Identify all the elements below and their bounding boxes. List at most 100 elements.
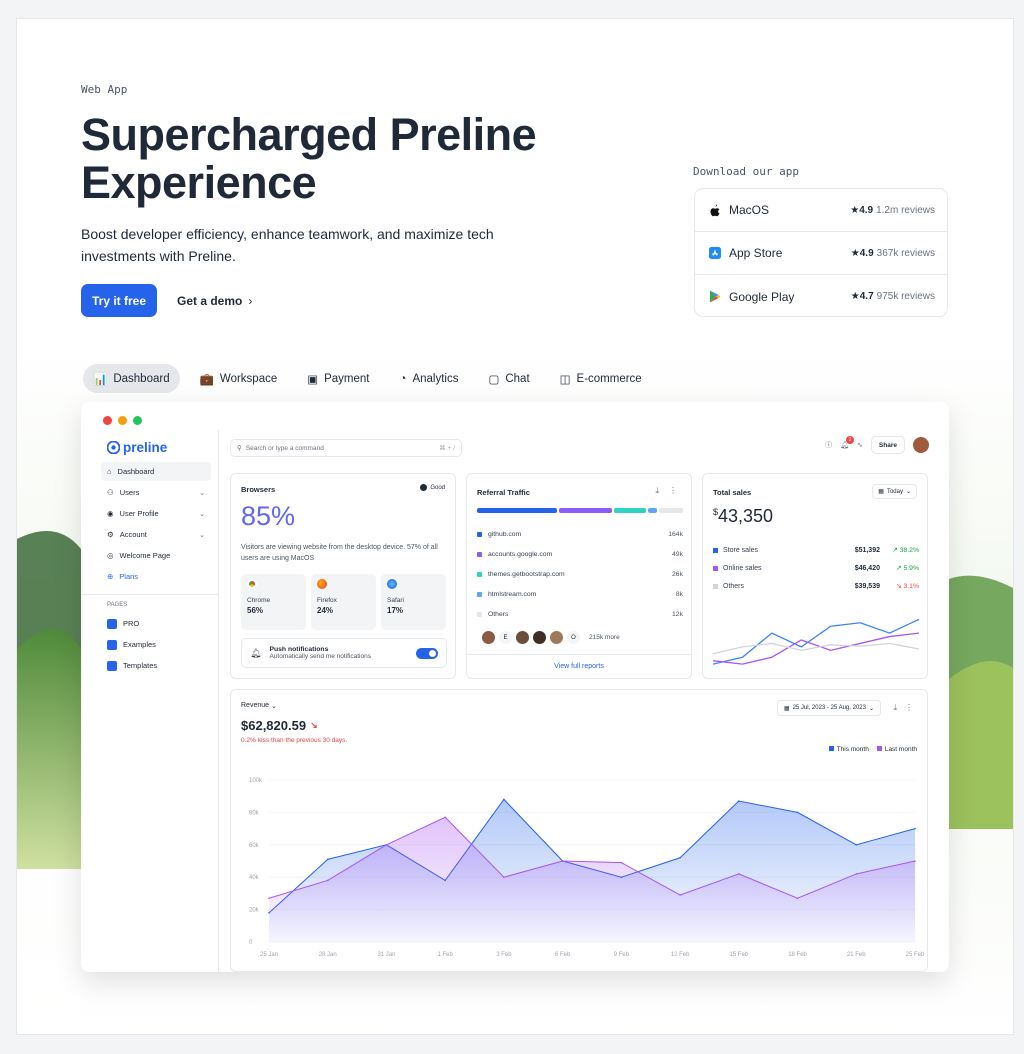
total-sales-card: Total sales ▦ Today ⌄ $43,350 Store sales $… <box>702 473 928 679</box>
x-tick-label: 25 Feb <box>906 952 925 958</box>
maximize-dot[interactable] <box>133 416 142 425</box>
avatar[interactable] <box>913 437 929 453</box>
sidebar-item-label: User Profile <box>119 509 159 518</box>
browser-tile-firefox[interactable]: Firefox 24% <box>311 574 376 630</box>
legend-label: This month <box>836 746 869 753</box>
user-gear-icon: ⚙ <box>107 530 114 539</box>
revenue-note: 0.2% less than the previous 30 days. <box>241 737 348 744</box>
revenue-dropdown[interactable]: Revenue ⌄ <box>241 702 277 710</box>
bar-segment-others <box>659 508 683 513</box>
chevron-down-icon: ⌄ <box>199 531 205 539</box>
share-button[interactable]: Share <box>870 436 905 454</box>
sales-sparkline <box>713 618 919 665</box>
get-demo-label: Get a demo <box>177 293 243 308</box>
sidebar-item-users[interactable]: ⚇ Users ⌄ <box>101 483 211 502</box>
sales-row-amount: $39,539 <box>854 582 880 590</box>
view-full-reports-link[interactable]: View full reports <box>467 654 691 678</box>
data-point <box>679 894 681 896</box>
tab-workspace[interactable]: 💼 Workspace <box>190 364 288 393</box>
pages-list: PRO Examples Templates <box>101 614 211 677</box>
shopping-bag-icon: ◫ <box>559 373 571 386</box>
y-tick-label: 40k <box>249 875 260 881</box>
star-icon: ★ <box>850 291 860 302</box>
apple-icon <box>710 204 720 216</box>
templates-icon <box>107 660 117 671</box>
try-free-button[interactable]: Try it free <box>81 284 157 317</box>
search-input[interactable]: ⚲ Search or type a command ⌘ + / <box>230 439 462 457</box>
chart-icon: 📊 <box>93 373 108 386</box>
app-rating: 4.9 <box>859 247 874 259</box>
download-row-appstore[interactable]: App Store ★ 4.9 367k reviews <box>695 232 947 275</box>
referral-value: 164k <box>668 530 683 538</box>
browsers-title: Browsers <box>241 485 276 494</box>
hero-title-line1: Supercharged Preline <box>81 109 537 160</box>
push-toggle[interactable] <box>416 647 438 659</box>
topbar-actions: ⓘ 🔔︎ 2 ∿ Share <box>825 436 929 454</box>
sidebar-item-user-profile[interactable]: ◉ User Profile ⌄ <box>101 504 211 523</box>
push-description: Automatically send me notifications <box>269 653 371 660</box>
area-1 <box>269 817 915 942</box>
chevron-down-icon: ⌄ <box>199 489 205 497</box>
tab-payment[interactable]: ▣ Payment <box>297 364 379 393</box>
briefcase-icon: 💼 <box>199 373 214 386</box>
referral-source: accounts.google.com <box>488 550 553 558</box>
preline-logo[interactable]: preline <box>107 440 167 455</box>
app-topbar: ⚲ Search or type a command ⌘ + / ⓘ 🔔︎ 2 ∿… <box>220 430 949 465</box>
data-point <box>914 827 916 830</box>
sidebar-item-welcome[interactable]: ◎ Welcome Page <box>101 546 211 565</box>
close-dot[interactable] <box>103 416 112 425</box>
browser-tile-safari[interactable]: Safari 17% <box>381 574 446 630</box>
page-item-templates[interactable]: Templates <box>101 656 211 675</box>
eyebrow: Web App <box>81 83 128 96</box>
data-point <box>561 860 564 862</box>
help-icon[interactable]: ⓘ <box>825 442 833 449</box>
activity-icon[interactable]: ∿ <box>857 442 863 449</box>
sidebar-item-account[interactable]: ⚙ Account ⌄ <box>101 525 211 544</box>
color-swatch <box>713 583 718 589</box>
page-item-pro[interactable]: PRO <box>101 614 211 633</box>
search-icon: ⚲ <box>237 445 242 452</box>
more-icon[interactable]: ⋮ <box>669 486 677 495</box>
tab-ecommerce[interactable]: ◫ E-commerce <box>550 364 652 393</box>
tab-chat[interactable]: ▢ Chat <box>478 364 539 393</box>
page-frame: Web App Supercharged Preline Experience … <box>16 18 1014 1035</box>
avatar <box>481 630 496 645</box>
tab-dashboard[interactable]: 📊 Dashboard <box>83 364 180 393</box>
status-badge: Good <box>420 484 445 491</box>
get-demo-button[interactable]: Get a demo › <box>177 284 252 317</box>
app-name: MacOS <box>729 203 770 217</box>
date-range-picker[interactable]: ▦ 25 Jul, 2023 - 25 Aug, 2023 ⌄ <box>776 700 881 716</box>
firefox-icon <box>317 579 327 589</box>
download-row-macos[interactable]: MacOS ★ 4.9 1.2m reviews <box>695 189 947 232</box>
avatar <box>515 630 530 645</box>
browser-name: Safari <box>387 597 404 604</box>
period-select[interactable]: ▦ Today ⌄ <box>872 484 917 499</box>
x-tick-label: 12 Feb <box>671 952 690 958</box>
data-point <box>268 897 270 900</box>
sidebar-item-dashboard[interactable]: ⌂ Dashboard <box>101 462 211 481</box>
bell-icon[interactable]: 🔔︎ 2 <box>840 436 855 449</box>
page-item-examples[interactable]: Examples <box>101 635 211 654</box>
more-icon[interactable]: ⋮ <box>905 703 913 712</box>
safari-icon <box>387 579 397 589</box>
google-play-icon <box>710 290 721 303</box>
push-notifications-row: 🔔︎ Push notifications Automatically send… <box>241 638 447 668</box>
color-swatch <box>713 565 718 571</box>
sidebar-item-plans[interactable]: ⊕ Plans <box>101 567 211 586</box>
notification-badge: 2 <box>846 436 855 444</box>
bell-icon: 🔔︎ <box>250 647 262 658</box>
chevron-down-icon: ⌄ <box>199 510 205 518</box>
app-reviews: 1.2m reviews <box>876 204 935 216</box>
download-row-googleplay[interactable]: Google Play ★ 4.7 975k reviews <box>695 275 947 318</box>
data-point <box>503 798 505 801</box>
browser-tile-chrome[interactable]: Chrome 56% <box>241 574 306 630</box>
browser-name: Firefox <box>317 597 337 604</box>
download-icon[interactable]: ⤓ <box>655 486 659 495</box>
download-icon[interactable]: ⤓ <box>893 703 897 712</box>
trend-down-icon: ↘ <box>310 720 318 730</box>
sales-change: ↗ 38.2% <box>892 547 919 554</box>
sales-list: Store sales $51,392 ↗ 38.2% Online sales $4… <box>713 541 919 595</box>
minimize-dot[interactable] <box>118 416 127 425</box>
tab-analytics[interactable]: ◔ Analytics <box>390 364 469 393</box>
sales-row-amount: $46,420 <box>854 564 880 572</box>
